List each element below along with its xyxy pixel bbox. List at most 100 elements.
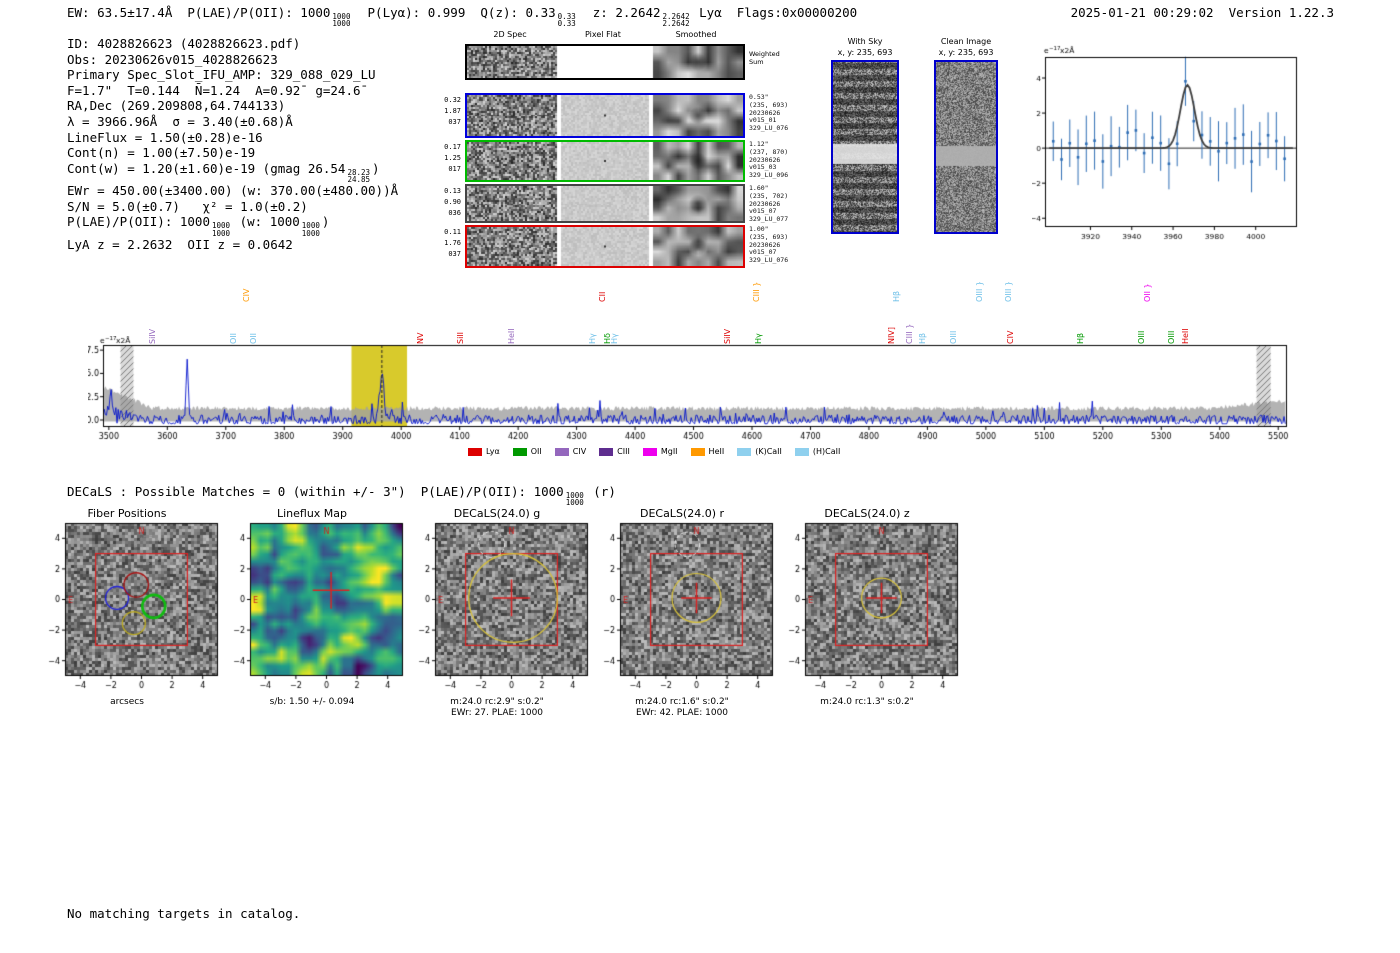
info-4-text-0: RA,Dec (269.209808,64.744133) — [67, 98, 286, 114]
line-fit-zoom-plot — [1032, 45, 1324, 241]
info-11-stack-1: 1000 1000 — [212, 221, 231, 238]
header-stack-3: 0.33 0.33 — [557, 12, 576, 29]
legend-label: CIII — [617, 447, 630, 456]
header-stack-1: 1000 1000 — [332, 12, 351, 29]
decals-r-canvas — [587, 520, 777, 694]
panel-title-fiber-positions: Fiber Positions — [87, 507, 167, 520]
legend-item-KCaII: (K)CaII — [737, 447, 782, 456]
fiber-row-2-canvas — [467, 142, 743, 180]
legend-label: (H)CaII — [812, 447, 841, 456]
line-label-OIII-5277: OIII — [1136, 330, 1146, 344]
fiber-row-4-weights: 0.11 1.76 037 — [444, 228, 461, 258]
line-label-OIII-5001: OIII } — [975, 280, 985, 302]
footer-line-1: No matching targets in catalog. — [67, 906, 301, 922]
timestamp-text: 2025-01-21 00:29:02 — [1070, 5, 1214, 20]
detection-info-block: ID: 4028826623 (4028826623.pdf) Obs: 2023… — [67, 36, 398, 252]
line-label-OIII-5328: OIII — [1166, 330, 1176, 344]
fiber-row-1 — [465, 93, 745, 138]
fiber-positions-canvas — [32, 520, 222, 694]
info-7-text-0: Cont(n) = 1.00(±7.50)e-19 — [67, 145, 256, 161]
with-sky-frame — [831, 60, 899, 234]
info-11-stack-3: 1000 1000 — [301, 221, 320, 238]
fiber-row-1-annotation: 0.53" (235, 693) 20230626 v015_01 329_LU_076 — [749, 93, 789, 133]
info-1-text-0: Obs: 20230626v015_4028826623 — [67, 51, 278, 67]
fiber-row-3 — [465, 184, 745, 223]
info-line-13: LyA z = 2.2632 OII z = 0.0642 — [67, 237, 398, 253]
line-label-CIV-3747: CIV — [242, 288, 252, 302]
line-label-H-4376: Hγ — [610, 333, 620, 344]
fiber-positions-xlabel: arcsecs — [110, 697, 144, 707]
decals-stack-1: 1000 1000 — [565, 491, 584, 508]
legend-swatch — [690, 447, 705, 456]
fiber-row-4-canvas — [467, 227, 743, 266]
line-label-H-4338: Hγ — [587, 333, 597, 344]
info-line-7: LineFlux = 1.50(±0.28)e-16 — [67, 130, 398, 146]
line-label-HeII-4200: HeII — [507, 328, 517, 344]
weighted-sum-cutout-canvas — [467, 46, 743, 78]
fiber-row-2 — [465, 140, 745, 182]
header-stack-5: 2.2642 2.2642 — [662, 12, 690, 29]
info-line-2: Obs: 20230626v015_4028826623 — [67, 52, 398, 68]
with-sky-coords: x, y: 235, 693 — [837, 48, 893, 57]
info-line-11: S/N = 5.0(±0.7) χ² = 1.0(±0.2) — [67, 199, 398, 215]
info-3-text-0: F=1.7" T=0.144 N̄=1.24 A=0.92̄ g=24.6̄ — [67, 82, 361, 98]
with-sky-title: With Sky — [847, 37, 883, 46]
decals-r-caption-1: m:24.0 rc:1.6" s:0.2" — [635, 697, 729, 707]
info-2-text-0: Primary Spec_Slot_IFU_AMP: 329_088_029_L… — [67, 67, 376, 83]
fiber-row-3-canvas — [467, 186, 743, 221]
legend-swatch — [794, 447, 809, 456]
info-line-9: Cont(w) = 1.20(±1.60)e-19 (gmag 26.54 28.… — [67, 160, 398, 184]
fiber-row-1-weights: 0.32 1.87 037 — [444, 96, 461, 126]
line-label-OII-5288: OII } — [1143, 283, 1153, 302]
line-label-SiIV-4569: SiIV — [722, 328, 732, 344]
line-label-NIV-4850: NIV] — [887, 327, 897, 344]
fiber-row-1-canvas — [467, 95, 743, 136]
info-line-12: P(LAE)/P(OII): 1000 1000 1000 (w: 1000 1000… — [67, 214, 398, 238]
col-header-2dspec: 2D Spec — [493, 30, 527, 39]
fiber-row-2-annotation: 1.12" (237, 870) 20230626 v015_03 329_LU_096 — [749, 140, 789, 180]
panel-title-decals-g: DECaLS(24.0) g — [453, 507, 541, 520]
fiber-row-4-annotation: 1.00" (235, 693) 20230626 v015_07 329_LU_076 — [749, 225, 789, 265]
info-line-3: Primary Spec_Slot_IFU_AMP: 329_088_029_L… — [67, 67, 398, 83]
header-text-2: P(Lyα): 0.999 Q(z): 0.33 — [352, 5, 556, 20]
info-8-text-2: ) — [372, 160, 380, 176]
line-label-OIII-4956: OIII — [949, 330, 959, 344]
legend-swatch — [468, 447, 482, 456]
decals-matches-line: DECaLS : Possible Matches = 0 (within +/… — [67, 484, 616, 508]
line-label-NV-4044: NV — [415, 332, 425, 344]
header-timestamp: 2025-01-21 00:29:02 Version 1.22.3 — [1071, 5, 1334, 20]
legend-item-HeII: HeII — [690, 447, 724, 456]
info-line-8: Cont(n) = 1.00(±7.50)e-19 — [67, 145, 398, 161]
header-text-4: z: 2.2642 — [577, 5, 661, 20]
line-label-HeII-5352: HeII — [1180, 328, 1190, 344]
line-label-H-5173: Hβ — [1076, 332, 1086, 344]
decals-z-caption-1: m:24.0 rc:1.3" s:0.2" — [820, 697, 914, 707]
legend-swatch — [737, 447, 752, 456]
info-6-text-0: LineFlux = 1.50(±0.28)e-16 — [67, 129, 263, 145]
line-label-H-4622: Hγ — [753, 333, 763, 344]
line-label-H-4902: Hβ — [917, 332, 927, 344]
legend-item-Ly: Lyα — [468, 447, 500, 456]
decals-text-0: DECaLS : Possible Matches = 0 (within +/… — [67, 484, 564, 499]
legend-item-CIII: CIII — [599, 447, 630, 456]
fiber-row-3-annotation: 1.60" (235, 702) 20230626 v015_07 329_LU_077 — [749, 184, 789, 224]
col-header-smoothed: Smoothed — [675, 30, 717, 39]
full-spectrum-plot — [88, 336, 1320, 448]
line-label-OII-3725: OII — [229, 332, 239, 344]
lineflux-map-canvas — [217, 520, 407, 694]
info-line-1: ID: 4028826623 (4028826623.pdf) — [67, 36, 398, 52]
decals-text-2: (r) — [585, 484, 616, 499]
info-0-text-0: ID: 4028826623 (4028826623.pdf) — [67, 36, 301, 51]
fiber-row-4 — [465, 225, 745, 268]
decals-g-caption-2: EWr: 27. PLAE: 1000 — [450, 708, 544, 718]
info-10-text-0: S/N = 5.0(±0.7) χ² = 1.0(±0.2) — [67, 198, 308, 214]
legend-swatch — [599, 447, 614, 456]
decals-r-caption-2: EWr: 42. PLAE: 1000 — [635, 708, 729, 718]
spectrum-legend: Lyα OII CIV CIII MgII HeII (K)CaII (H)CaII — [468, 447, 840, 456]
panel-title-decals-z: DECaLS(24.0) z — [824, 507, 910, 520]
decals-g-caption-1: m:24.0 rc:2.9" s:0.2" — [450, 697, 544, 707]
legend-item-MgII: MgII — [642, 447, 678, 456]
header-summary-line: EW: 63.5±17.4Å P(LAE)/P(OII): 1000 1000 10… — [67, 5, 857, 29]
weighted-sum-label-1: Weighted — [749, 50, 780, 58]
